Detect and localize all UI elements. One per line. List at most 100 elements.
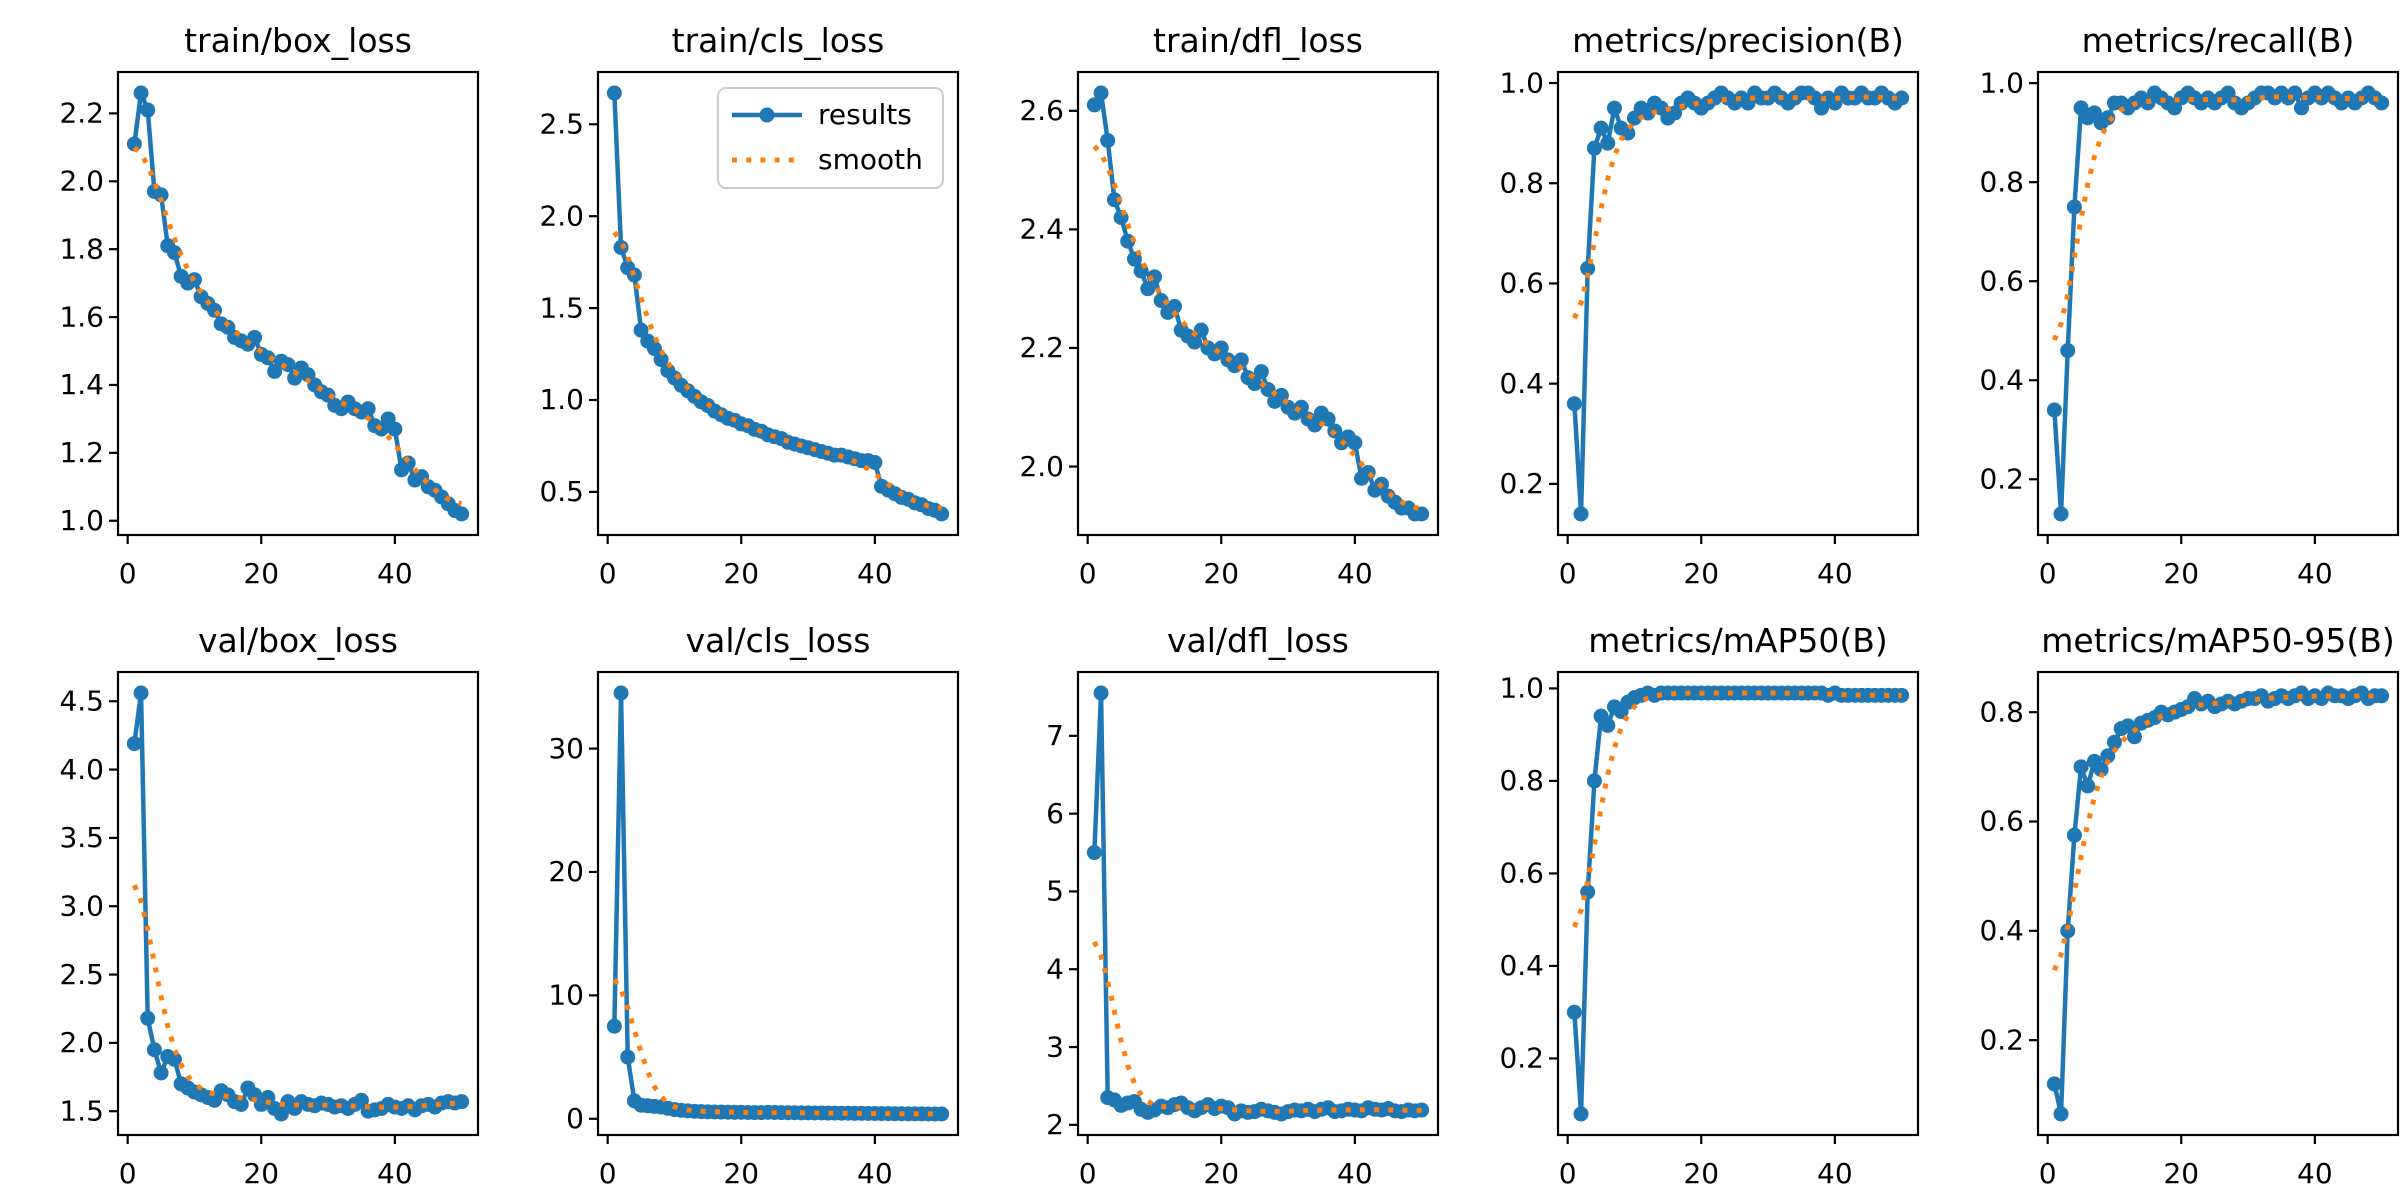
y-tick-label: 1.2 (59, 436, 104, 469)
subplot-metrics-map50-b-: 0.2 0.4 0.6 0.8 1.0 0 20 40 metrics/mAP50(B) (1440, 600, 1920, 1200)
results-marker (1100, 132, 1116, 148)
smooth-line (612, 230, 942, 511)
y-tick-label: 0.2 (1499, 467, 1544, 500)
subplot-title: metrics/mAP50-95(B) (2041, 621, 2394, 660)
plot-canvas: 0.5 1.0 1.5 2.0 2.5 0 20 40 train/cls_lossresult… (539, 21, 960, 590)
plot-canvas: 2.0 2.2 2.4 2.6 0 20 40 train/dfl_loss (1019, 21, 1440, 590)
y-tick-label: 1.0 (1499, 672, 1544, 705)
x-tick-label: 0 (119, 557, 137, 590)
plot-canvas: 0.2 0.4 0.6 0.8 1.0 0 20 40 metrics/mAP50(B) (1499, 621, 1920, 1190)
results-marker (653, 352, 669, 368)
results-marker (606, 1018, 622, 1034)
x-tick-label: 0 (119, 1157, 137, 1190)
subplot-title: metrics/recall(B) (2082, 21, 2355, 60)
results-marker (1593, 120, 1609, 136)
axes-spines (596, 670, 960, 1137)
plot-canvas: 0 10 20 30 0 20 40 val/cls_loss (548, 621, 960, 1190)
smooth-line (1572, 690, 1902, 928)
plot-canvas: 0.2 0.4 0.6 0.8 1.0 0 20 40 metrics/precision(B) (1499, 21, 1920, 590)
x-tick-label: 40 (1817, 557, 1853, 590)
results-marker (646, 341, 662, 357)
y-tick-label: 2 (1046, 1108, 1064, 1141)
axes-spines (596, 70, 960, 537)
plot-canvas: 0.2 0.4 0.6 0.8 0 20 40 metrics/mAP50-95(B) (1979, 621, 2400, 1190)
results-marker (1600, 717, 1616, 733)
results-marker (2046, 402, 2062, 418)
y-tick-label: 1.0 (1979, 66, 2024, 99)
results-marker (2100, 748, 2116, 764)
y-tick-label: 2.0 (59, 165, 104, 198)
x-tick-label: 40 (2297, 557, 2333, 590)
results-marker (620, 1049, 636, 1065)
y-tick-label: 4.0 (59, 753, 104, 786)
x-tick-label: 40 (377, 557, 413, 590)
subplot-val-dfl-loss: 2 3 4 5 6 7 0 20 40 val/dfl_loss (960, 600, 1440, 1200)
x-tick-label: 0 (599, 1157, 617, 1190)
axes-spines (116, 70, 480, 537)
subplot-metrics-precision-b-: 0.2 0.4 0.6 0.8 1.0 0 20 40 metrics/precision(B) (1440, 0, 1920, 600)
results-marker (126, 736, 142, 752)
y-tick-label: 4 (1046, 952, 1064, 985)
results-marker (140, 1010, 156, 1026)
results-marker (1586, 773, 1602, 789)
x-tick-label: 0 (1079, 557, 1097, 590)
results-marker (247, 329, 263, 345)
results-line (1092, 690, 1424, 1117)
results-marker (166, 1051, 182, 1067)
y-tick-label: 3.0 (59, 889, 104, 922)
results-marker (1140, 281, 1156, 297)
results-line (612, 690, 944, 1117)
y-tick-label: 0 (566, 1102, 584, 1135)
y-tick-label: 7 (1046, 719, 1064, 752)
x-tick-label: 20 (2163, 557, 2199, 590)
results-marker (633, 322, 649, 338)
results-marker (2066, 199, 2082, 215)
y-tick-label: 2.4 (1019, 213, 1064, 246)
results-marker (454, 506, 470, 522)
x-tick-label: 0 (2039, 1157, 2057, 1190)
x-tick-label: 20 (2163, 1157, 2199, 1190)
results-marker (133, 685, 149, 701)
y-tick-label: 0.6 (1499, 267, 1544, 300)
results-marker (233, 1096, 249, 1112)
results-marker (1580, 260, 1596, 276)
results-marker (360, 401, 376, 417)
results-marker (1086, 845, 1102, 861)
legend-results-marker (759, 107, 775, 123)
smooth-line (2052, 94, 2382, 342)
y-tick-label: 0.8 (1979, 165, 2024, 198)
results-marker (2046, 1076, 2062, 1092)
axes-spines (1556, 670, 1920, 1137)
results-marker (1600, 135, 1616, 151)
x-tick-label: 40 (1337, 557, 1373, 590)
y-tick-label: 2.2 (1019, 331, 1064, 364)
legend-smooth-label: smooth (818, 143, 923, 176)
results-marker (1093, 85, 1109, 101)
results-marker (867, 454, 883, 470)
y-tick-label: 1.4 (59, 368, 104, 401)
y-tick-label: 4.5 (59, 684, 104, 717)
results-marker (146, 1042, 162, 1058)
plot-canvas: 1.0 1.2 1.4 1.6 1.8 2.0 2.2 0 20 40 train/box_loss (59, 21, 480, 590)
results-marker (1086, 97, 1102, 113)
x-tick-label: 20 (1683, 1157, 1719, 1190)
y-tick-label: 3.5 (59, 821, 104, 854)
results-marker (260, 1090, 276, 1106)
y-tick-label: 0.2 (1499, 1042, 1544, 1075)
y-tick-label: 0.4 (1499, 949, 1544, 982)
results-marker (1573, 506, 1589, 522)
subplot-title: val/box_loss (198, 621, 398, 660)
results-marker (166, 245, 182, 261)
y-tick-label: 0.6 (1499, 857, 1544, 890)
y-tick-label: 2.2 (59, 97, 104, 130)
results-marker (2060, 343, 2076, 359)
results-line (2052, 90, 2384, 517)
results-marker (1106, 192, 1122, 208)
results-marker (260, 350, 276, 366)
plot-canvas: 0.2 0.4 0.6 0.8 0 20 40 metrics/mAP50-95(B) (1979, 621, 2400, 1190)
results-marker (934, 506, 950, 522)
results-marker (140, 102, 156, 118)
subplot-val-cls-loss: 0 10 20 30 0 20 40 val/cls_loss (480, 600, 960, 1200)
results-marker (454, 1094, 470, 1110)
